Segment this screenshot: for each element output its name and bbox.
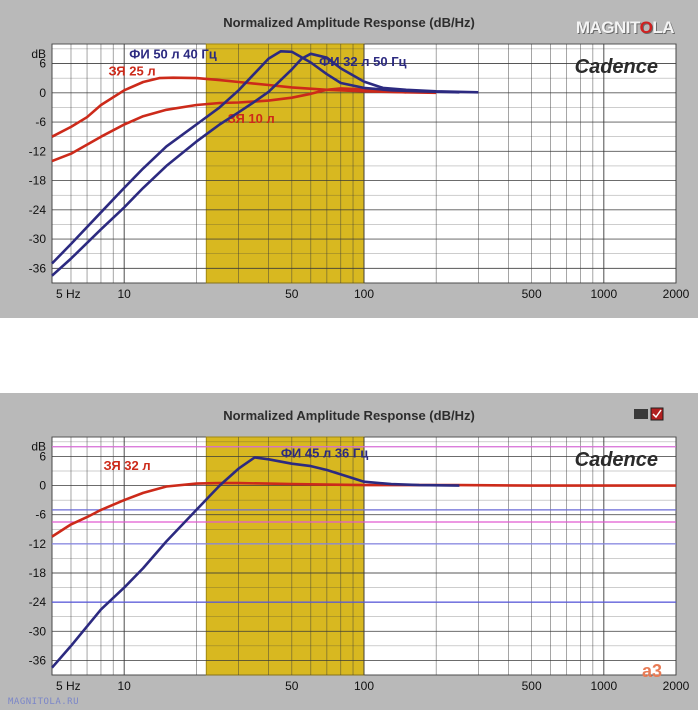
window-controls-icon — [634, 407, 664, 421]
magnitola-logo: MAGNITOLA — [575, 18, 675, 37]
y-tick-label: -6 — [35, 115, 46, 129]
chart-title: Normalized Amplitude Response (dB/Hz) — [223, 15, 475, 30]
y-tick-label: -18 — [29, 566, 47, 580]
x-tick-label: 10 — [118, 679, 132, 693]
series-label-1: ФИ 45 л 36 Гц — [281, 445, 368, 460]
y-tick-label: -12 — [29, 537, 47, 551]
series-label-0: ЗЯ 32 л — [104, 458, 151, 473]
x-tick-label: 5 Hz — [56, 679, 81, 693]
x-tick-label: 2000 — [663, 679, 690, 693]
series-line-0 — [51, 76, 437, 138]
y-tick-label: dB — [31, 440, 46, 454]
x-tick-label: 50 — [285, 679, 299, 693]
x-tick-label: 5 Hz — [56, 287, 81, 301]
series-line-2 — [51, 49, 460, 265]
x-tick-label: 2000 — [663, 287, 690, 301]
series-line-1 — [51, 87, 407, 163]
x-tick-label: 100 — [354, 287, 374, 301]
y-tick-label: -18 — [29, 174, 47, 188]
x-tick-label: 1000 — [590, 679, 617, 693]
chart-panel-top: Normalized Amplitude Response (dB/Hz) dB 6… — [0, 0, 698, 318]
frequency-band — [205, 436, 365, 676]
chart-panel-bottom: Normalized Amplitude Response (dB/Hz) dB 6… — [0, 393, 698, 710]
frequency-band — [205, 43, 365, 284]
y-tick-label: 6 — [39, 449, 46, 463]
series-label-2: ФИ 50 л 40 Гц — [129, 47, 216, 62]
y-tick-label: 0 — [39, 86, 46, 100]
chart-top: Normalized Amplitude Response (dB/Hz) dB6… — [29, 15, 690, 301]
x-tick-label: 500 — [522, 679, 542, 693]
y-tick-label: -30 — [29, 624, 47, 638]
chart-title: Normalized Amplitude Response (dB/Hz) — [223, 408, 475, 423]
series-label-3: ФИ 32 л 50 Гц — [319, 54, 406, 69]
chart-bottom: Normalized Amplitude Response (dB/Hz) dB6… — [29, 408, 690, 693]
series-line-1 — [51, 456, 460, 669]
x-tick-label: 10 — [118, 287, 132, 301]
y-tick-label: 6 — [39, 57, 46, 71]
y-tick-label: -24 — [29, 203, 47, 217]
watermark: MAGNITOLA.RU — [8, 697, 80, 707]
y-tick-label: dB — [31, 47, 46, 61]
y-tick-label: -36 — [29, 261, 47, 275]
series-line-3 — [51, 52, 479, 277]
x-tick-label: 1000 — [590, 287, 617, 301]
x-tick-label: 50 — [285, 287, 299, 301]
grid — [51, 44, 677, 284]
series-label-0: ЗЯ 25 л — [108, 64, 155, 79]
corner-mark: a3 — [641, 661, 662, 681]
x-tick-label: 500 — [522, 287, 542, 301]
brand-label: Cadence — [575, 449, 658, 471]
x-tick-label: 100 — [354, 679, 374, 693]
y-tick-label: -12 — [29, 144, 47, 158]
brand-label: Cadence — [575, 56, 658, 78]
y-tick-label: -36 — [29, 653, 47, 667]
y-tick-label: -6 — [35, 508, 46, 522]
y-tick-label: -24 — [29, 595, 47, 609]
y-tick-label: 0 — [39, 479, 46, 493]
series-label-1: ЗЯ 10 л — [228, 111, 275, 126]
y-tick-label: -30 — [29, 232, 47, 246]
